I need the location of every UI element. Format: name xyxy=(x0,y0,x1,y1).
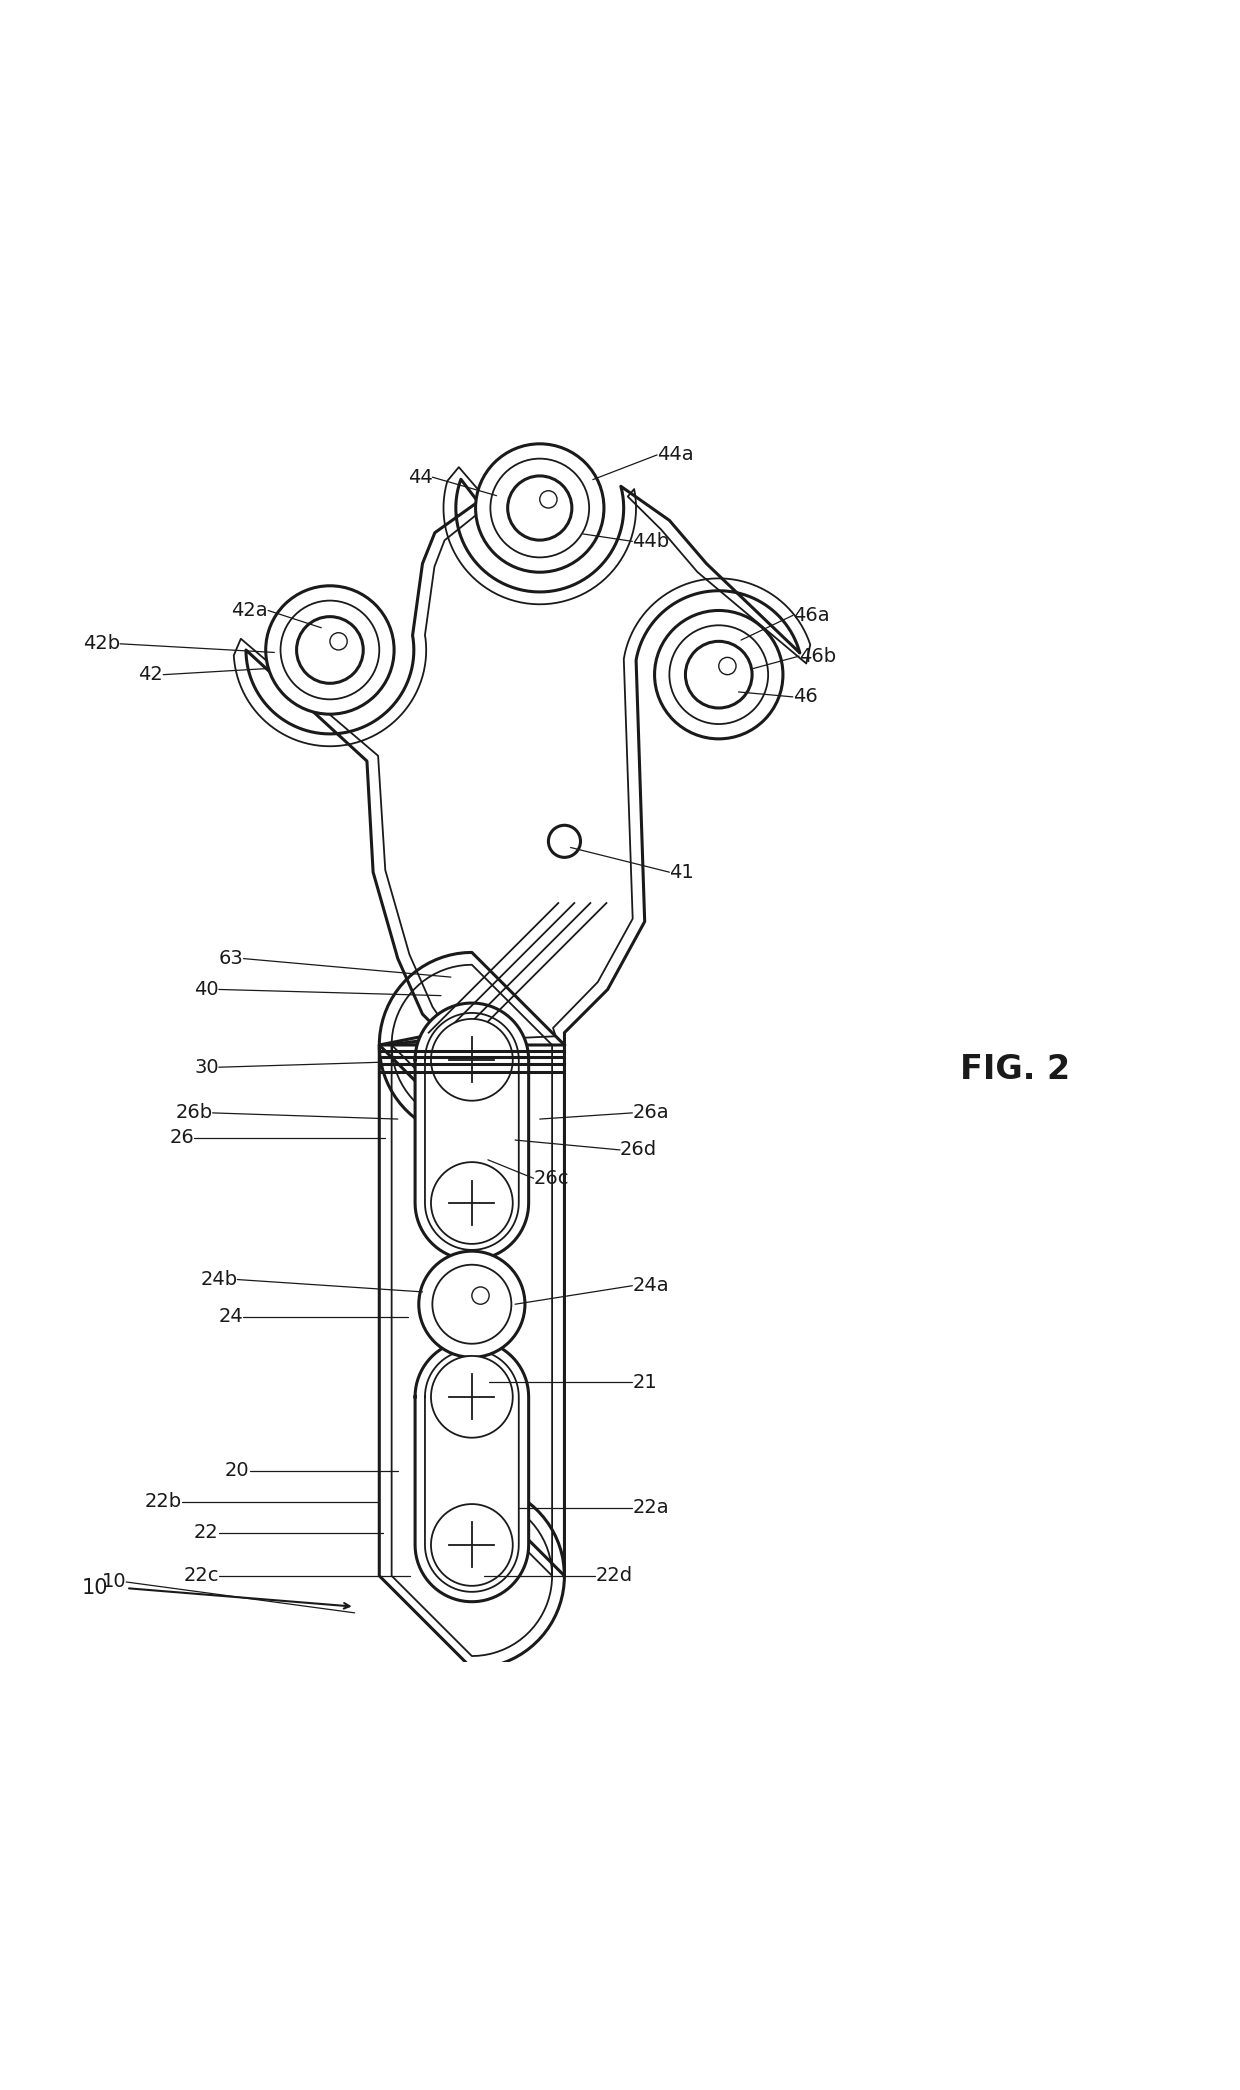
Text: 21: 21 xyxy=(632,1373,657,1392)
Text: 44b: 44b xyxy=(632,531,670,552)
Text: 26: 26 xyxy=(170,1129,195,1147)
Text: 46a: 46a xyxy=(792,606,830,625)
Circle shape xyxy=(507,477,572,539)
Circle shape xyxy=(655,610,782,740)
Text: 42b: 42b xyxy=(83,633,120,654)
Text: 30: 30 xyxy=(195,1058,218,1076)
Text: 42a: 42a xyxy=(232,602,268,621)
Circle shape xyxy=(419,1252,525,1356)
Text: 26d: 26d xyxy=(620,1141,657,1160)
Circle shape xyxy=(476,443,604,573)
Text: 24a: 24a xyxy=(632,1277,668,1296)
Text: 22c: 22c xyxy=(184,1565,218,1586)
Text: 40: 40 xyxy=(195,980,218,999)
Circle shape xyxy=(265,585,394,715)
Text: 46b: 46b xyxy=(799,646,836,665)
Circle shape xyxy=(330,633,347,650)
Text: 10: 10 xyxy=(102,1572,126,1590)
Text: 42: 42 xyxy=(139,665,164,683)
Text: 63: 63 xyxy=(218,949,243,968)
Text: 24: 24 xyxy=(218,1306,243,1325)
Circle shape xyxy=(433,1264,511,1344)
Text: 26c: 26c xyxy=(533,1168,569,1187)
Circle shape xyxy=(686,642,753,709)
Circle shape xyxy=(432,1162,513,1244)
Text: 44a: 44a xyxy=(657,445,693,464)
Circle shape xyxy=(670,625,768,723)
Polygon shape xyxy=(415,1003,528,1260)
Text: 24b: 24b xyxy=(200,1271,237,1290)
Text: 26b: 26b xyxy=(176,1104,212,1122)
Polygon shape xyxy=(415,1340,528,1601)
Text: FIG. 2: FIG. 2 xyxy=(960,1053,1070,1087)
Text: 10: 10 xyxy=(81,1578,108,1599)
Circle shape xyxy=(548,826,580,857)
Text: 22d: 22d xyxy=(595,1565,632,1586)
Circle shape xyxy=(296,617,363,683)
Text: 26a: 26a xyxy=(632,1104,668,1122)
Circle shape xyxy=(432,1020,513,1101)
Text: 22a: 22a xyxy=(632,1499,668,1517)
Text: 20: 20 xyxy=(224,1461,249,1480)
Circle shape xyxy=(719,658,737,675)
Circle shape xyxy=(539,491,557,508)
Text: 22b: 22b xyxy=(145,1492,182,1511)
Text: 41: 41 xyxy=(670,863,694,882)
Polygon shape xyxy=(379,953,564,1668)
Polygon shape xyxy=(246,479,800,1045)
Circle shape xyxy=(432,1505,513,1586)
Circle shape xyxy=(472,1287,489,1304)
Circle shape xyxy=(280,600,379,700)
Circle shape xyxy=(432,1356,513,1438)
Text: 44: 44 xyxy=(408,468,433,487)
Text: 22: 22 xyxy=(193,1524,218,1542)
Text: 46: 46 xyxy=(792,688,817,706)
Circle shape xyxy=(490,458,589,558)
Circle shape xyxy=(458,1367,486,1396)
